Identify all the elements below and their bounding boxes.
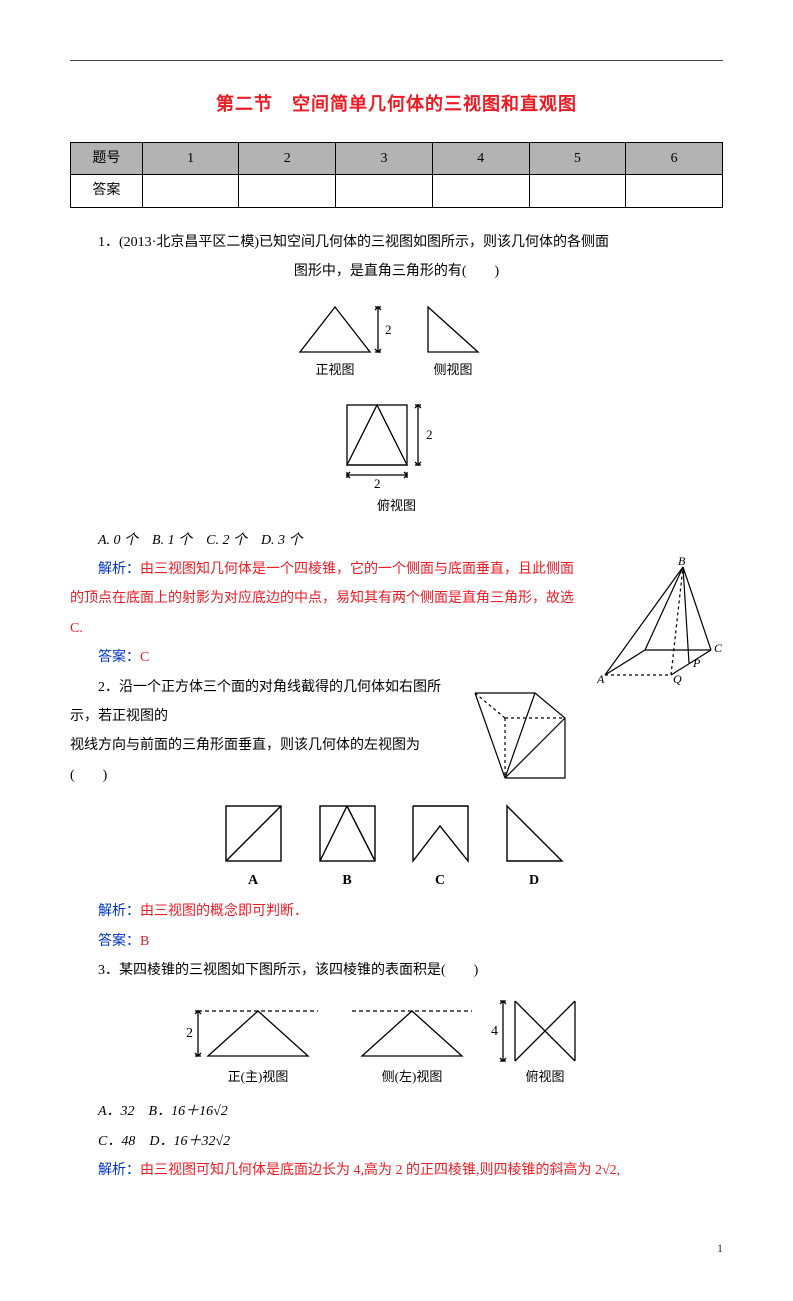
- td-4: [432, 175, 529, 207]
- q1-stem-b: 图形中，是直角三角形的有( ): [70, 257, 723, 286]
- q1-answer-label: 答案：: [98, 650, 140, 665]
- q3-analysis-text: 由三视图可知几何体是底面边长为 4,高为 2 的正四棱锥,则四棱锥的斜高为 2√…: [140, 1163, 620, 1178]
- q3-opt-line1: A．32 B．16＋16√2: [98, 1104, 228, 1119]
- q1-dim-v2: 2: [426, 427, 433, 442]
- lbl-Q: Q: [673, 672, 682, 685]
- q3-analysis: 解析：由三视图可知几何体是底面边长为 4,高为 2 的正四棱锥,则四棱锥的斜高为…: [70, 1156, 723, 1185]
- q2-answer: B: [140, 934, 149, 949]
- q2-answer-line: 答案：B: [70, 927, 723, 956]
- th-4: 4: [432, 142, 529, 174]
- opt-A: A: [248, 873, 259, 888]
- q2-stem-b: 视线方向与前面的三角形面垂直，则该几何体的左视图为( ): [70, 731, 723, 790]
- q3-dim-right: 4: [491, 1024, 498, 1039]
- q3-opts-2: C．48 D．16＋32√2: [70, 1127, 723, 1156]
- lbl-B: B: [678, 555, 686, 568]
- top-rule: [70, 60, 723, 61]
- q3-stem: 3．某四棱锥的三视图如下图所示，该四棱锥的表面积是( ): [70, 956, 723, 985]
- q3-side-label: 侧(左)视图: [381, 1069, 442, 1084]
- q1-analysis-text: 由三视图知几何体是一个四棱锥，它的一个侧面与底面垂直，且此侧面的顶点在底面上的射…: [70, 562, 574, 636]
- td-label: 答案: [71, 175, 143, 207]
- q1-side-label: 侧视图: [434, 362, 473, 377]
- q1-stem-a: 1．(2013·北京昌平区二模)已知空间几何体的三视图如图所示，则该几何体的各侧…: [70, 228, 723, 257]
- section-title: 第二节 空间简单几何体的三视图和直观图: [70, 86, 723, 124]
- q2-solid-diagram: [465, 673, 585, 793]
- th-label: 题号: [71, 142, 143, 174]
- td-1: [142, 175, 239, 207]
- q1-options: A. 0 个 B. 1 个 C. 2 个 D. 3 个: [70, 526, 723, 555]
- q1-answer: C: [140, 650, 149, 665]
- page-number: 1: [70, 1236, 723, 1261]
- q1-analysis-label: 解析：: [98, 562, 140, 577]
- answer-table: 题号 1 2 3 4 5 6 答案: [70, 142, 723, 208]
- th-3: 3: [336, 142, 433, 174]
- td-2: [239, 175, 336, 207]
- th-2: 2: [239, 142, 336, 174]
- th-6: 6: [626, 142, 723, 174]
- td-5: [529, 175, 626, 207]
- q2-analysis-text: 由三视图的概念即可判断．: [140, 904, 308, 919]
- q2-answer-label: 答案：: [98, 934, 140, 949]
- q1-figs-bottom: 2 2 俯视图 俯视图: [70, 393, 723, 519]
- q3-opt-line2: C．48 D．16＋32√2: [98, 1134, 230, 1149]
- q3-opts-1: A．32 B．16＋16√2: [70, 1097, 723, 1126]
- q3-dim-left: 2: [186, 1026, 193, 1041]
- th-5: 5: [529, 142, 626, 174]
- th-1: 1: [142, 142, 239, 174]
- lbl-A: A: [596, 672, 605, 685]
- q2-analysis-label: 解析：: [98, 904, 140, 919]
- q2-options-figs: A B C D: [70, 796, 723, 891]
- q2-analysis: 解析：由三视图的概念即可判断．: [70, 897, 723, 926]
- q1-figs-top: 2 正视图 侧视图: [70, 292, 723, 387]
- lbl-P: P: [692, 656, 701, 670]
- q1-front-label: 正视图: [315, 362, 354, 377]
- q3-top-label: 俯视图: [525, 1069, 564, 1084]
- opt-C: C: [435, 873, 445, 888]
- td-3: [336, 175, 433, 207]
- lbl-C: C: [714, 641, 723, 655]
- td-6: [626, 175, 723, 207]
- q1-dim-v1: 2: [385, 322, 392, 337]
- opt-B: B: [342, 873, 351, 888]
- q3-front-label: 正(主)视图: [228, 1069, 289, 1084]
- opt-D: D: [529, 873, 539, 888]
- q3-figs: 2 正(主)视图 侧(左)视图 4 俯视图: [70, 991, 723, 1091]
- q1-dim-h: 2: [374, 476, 381, 491]
- q1-pyramid-diagram: A B C P Q: [593, 555, 723, 685]
- q3-analysis-label: 解析：: [98, 1163, 140, 1178]
